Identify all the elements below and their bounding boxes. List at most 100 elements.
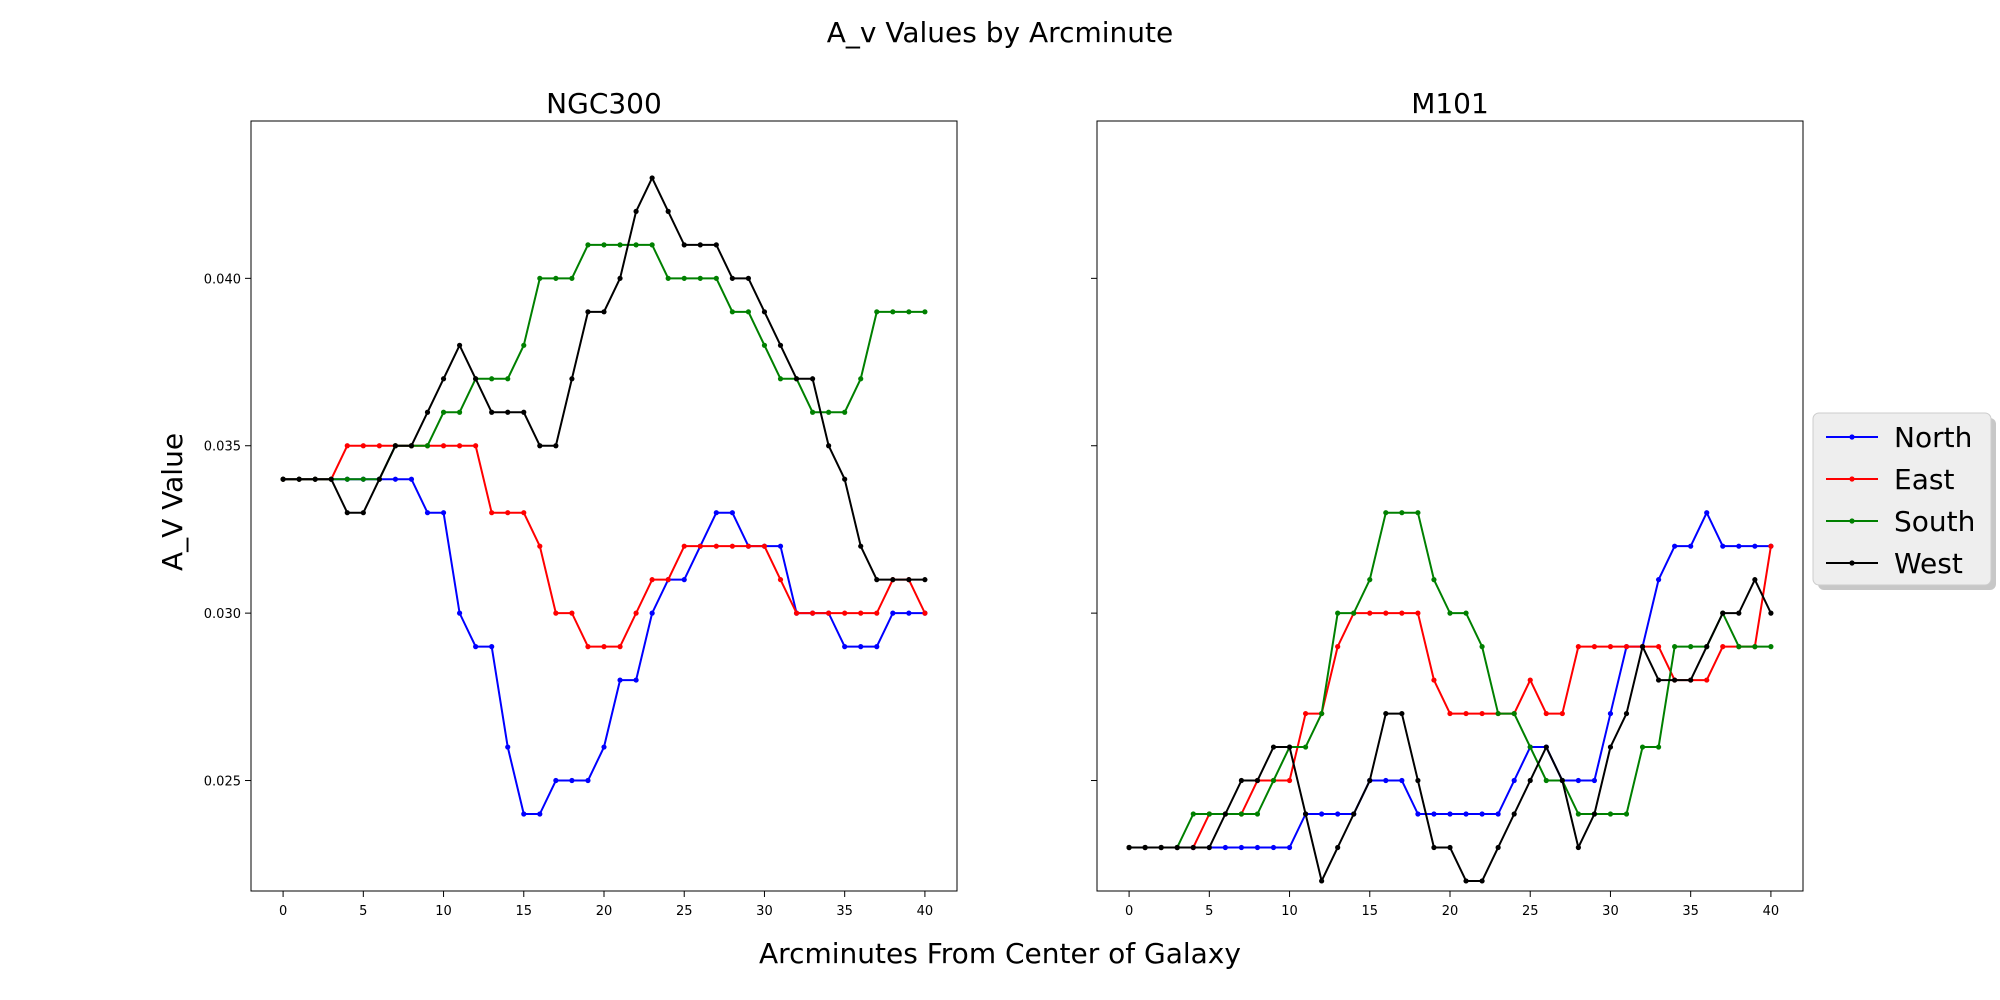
- data-point-south: [617, 242, 623, 248]
- data-point-east: [1415, 610, 1421, 616]
- data-point-west: [809, 376, 816, 382]
- legend-label-east: East: [1894, 463, 1954, 496]
- data-point-north: [729, 510, 735, 516]
- data-point-south: [1270, 777, 1277, 784]
- y-tick-label: 0.025: [204, 775, 241, 790]
- x-tick-label: 35: [1682, 904, 1699, 919]
- data-point-south: [1367, 577, 1373, 583]
- data-point-east: [713, 543, 719, 549]
- data-point-south: [681, 275, 687, 281]
- data-point-east: [617, 644, 623, 650]
- data-point-north: [1238, 844, 1245, 851]
- data-point-north: [456, 610, 463, 616]
- data-point-south: [842, 409, 848, 415]
- data-point-west: [906, 577, 912, 583]
- data-point-west: [681, 242, 687, 248]
- data-point-west: [1543, 744, 1549, 750]
- data-point-west: [1174, 844, 1180, 851]
- data-point-south: [489, 376, 495, 382]
- data-point-west: [713, 242, 719, 248]
- data-point-east: [601, 644, 607, 650]
- data-point-north: [489, 644, 495, 650]
- plot-area: [250, 120, 958, 892]
- data-point-north: [1736, 543, 1742, 549]
- data-point-west: [1335, 844, 1341, 851]
- legend-marker-east: [1849, 476, 1855, 482]
- data-point-west: [761, 309, 768, 315]
- data-point-south: [1623, 811, 1630, 817]
- data-point-south: [521, 342, 527, 348]
- data-point-west: [601, 309, 607, 315]
- data-point-west: [1238, 777, 1245, 784]
- x-tick-label: 40: [1763, 904, 1780, 919]
- data-point-west: [1623, 710, 1630, 717]
- data-point-east: [729, 543, 735, 549]
- data-point-west: [440, 376, 447, 382]
- data-point-west: [1415, 777, 1421, 784]
- data-point-south: [569, 275, 575, 281]
- data-point-north: [1431, 811, 1437, 817]
- data-point-north: [440, 510, 447, 516]
- data-point-north: [1383, 777, 1389, 784]
- x-axis-label: Arcminutes From Center of Galaxy: [759, 937, 1241, 970]
- data-point-east: [585, 644, 591, 650]
- data-point-west: [842, 476, 848, 482]
- data-point-south: [1511, 710, 1517, 717]
- data-point-west: [649, 175, 655, 181]
- data-point-south: [553, 275, 559, 281]
- data-point-east: [874, 610, 880, 616]
- data-point-south: [809, 409, 816, 415]
- data-point-east: [521, 510, 527, 516]
- data-point-south: [1447, 610, 1453, 616]
- x-tick-label: 15: [1361, 904, 1378, 919]
- data-point-south: [601, 242, 607, 248]
- data-point-south: [537, 275, 543, 281]
- data-point-north: [1720, 543, 1726, 549]
- data-point-west: [296, 476, 302, 482]
- data-point-south: [505, 376, 511, 382]
- data-point-south: [1383, 510, 1389, 516]
- data-point-east: [826, 610, 832, 616]
- data-point-east: [569, 610, 575, 616]
- data-point-east: [1704, 677, 1710, 683]
- data-point-east: [1335, 644, 1341, 650]
- data-point-west: [1286, 744, 1293, 750]
- data-point-north: [1319, 811, 1325, 817]
- data-point-west: [1704, 644, 1710, 650]
- data-point-east: [440, 443, 447, 449]
- data-point-north: [601, 744, 607, 750]
- data-point-north: [633, 677, 639, 683]
- data-point-south: [1463, 610, 1469, 616]
- legend-marker-west: [1849, 560, 1855, 566]
- data-point-west: [826, 443, 832, 449]
- data-point-west: [1688, 677, 1694, 683]
- data-point-south: [1254, 811, 1261, 817]
- data-point-east: [1479, 710, 1485, 717]
- data-point-north: [424, 510, 431, 516]
- data-point-west: [312, 476, 318, 482]
- data-point-north: [1495, 811, 1501, 817]
- data-point-west: [505, 409, 511, 415]
- data-point-west: [665, 208, 671, 214]
- data-point-west: [1672, 677, 1678, 683]
- data-point-east: [473, 443, 479, 449]
- data-point-west: [1768, 610, 1774, 616]
- x-tick-label: 40: [917, 904, 934, 919]
- data-point-north: [1655, 577, 1662, 583]
- data-point-south: [633, 242, 639, 248]
- data-point-south: [1479, 644, 1485, 650]
- data-point-east: [360, 443, 366, 449]
- x-tick-label: 20: [596, 904, 613, 919]
- data-point-west: [1158, 844, 1164, 851]
- data-point-east: [793, 610, 800, 616]
- data-point-east: [1463, 710, 1469, 717]
- data-point-east: [761, 543, 768, 549]
- data-point-north: [537, 811, 543, 817]
- data-point-west: [424, 409, 431, 415]
- data-point-south: [890, 309, 896, 315]
- data-point-south: [1238, 811, 1245, 817]
- data-point-east: [777, 577, 784, 583]
- data-point-west: [344, 510, 350, 516]
- data-point-west: [1479, 878, 1485, 884]
- data-point-west: [745, 275, 752, 281]
